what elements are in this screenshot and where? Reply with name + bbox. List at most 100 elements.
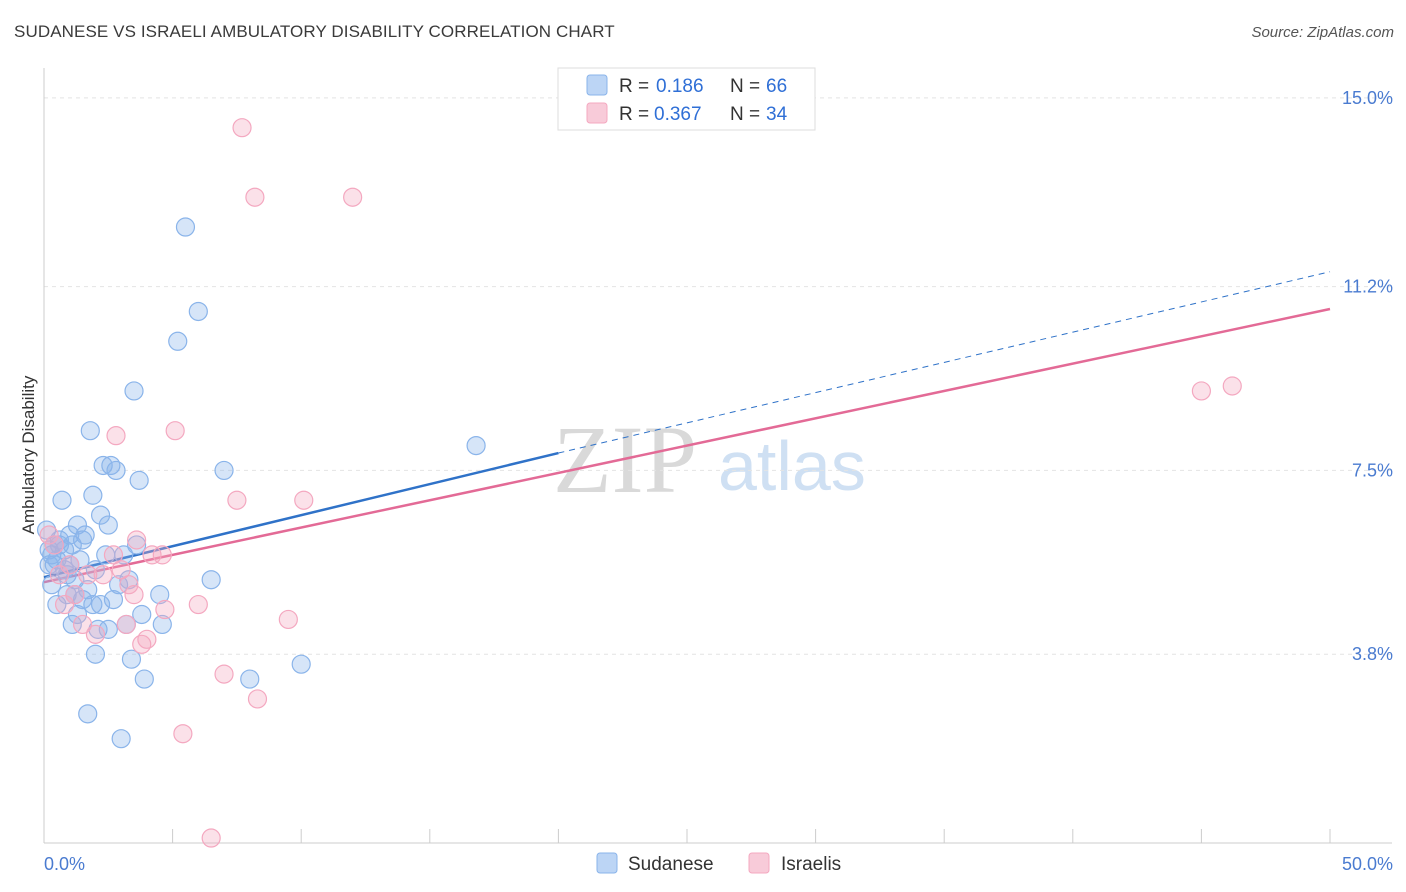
point-sudanese xyxy=(134,669,154,689)
legend-n-label-sudanese: N = xyxy=(730,76,760,97)
point-sudanese xyxy=(83,485,103,505)
point-israelis xyxy=(232,118,252,138)
bottom-legend-label-israelis: Israelis xyxy=(781,854,841,875)
point-israelis xyxy=(111,560,131,580)
point-israelis xyxy=(60,555,80,575)
x-tick-label-min: 0.0% xyxy=(44,854,85,874)
bottom-legend: Sudanese Israelis xyxy=(596,852,841,875)
bottom-legend-swatch-sudanese xyxy=(596,852,618,874)
point-sudanese xyxy=(62,614,82,635)
point-israelis xyxy=(152,545,172,565)
point-israelis xyxy=(142,545,162,565)
trend-line-israelis xyxy=(43,307,1331,584)
point-israelis xyxy=(44,535,64,555)
legend-n-value-israelis: 34 xyxy=(766,104,788,125)
point-sudanese xyxy=(83,594,103,615)
point-sudanese xyxy=(90,505,111,525)
point-israelis xyxy=(245,187,265,207)
point-sudanese xyxy=(98,619,118,639)
trend-lines xyxy=(43,271,1331,584)
tick-labels: 3.8% 7.5% 11.2% 15.0% 0.0% 50.0% xyxy=(44,88,1393,874)
point-sudanese xyxy=(152,614,172,635)
point-sudanese xyxy=(124,381,144,401)
point-israelis xyxy=(173,724,193,744)
point-sudanese xyxy=(52,490,72,510)
point-israelis xyxy=(1191,381,1212,401)
point-israelis xyxy=(54,594,75,615)
y-tick-label: 7.5% xyxy=(1352,460,1393,480)
point-sudanese xyxy=(85,644,106,664)
point-israelis xyxy=(103,545,124,565)
point-sudanese xyxy=(111,729,131,749)
legend-r-value-israelis: 0.367 xyxy=(654,104,702,125)
y-tick-label: 15.0% xyxy=(1342,88,1393,108)
trend-line-sudanese xyxy=(43,451,559,579)
legend-r-value-sudanese: 0.186 xyxy=(656,76,704,97)
point-sudanese xyxy=(36,520,57,540)
point-sudanese xyxy=(168,331,188,351)
point-sudanese xyxy=(214,460,234,481)
point-sudanese xyxy=(126,535,147,555)
point-israelis xyxy=(106,426,126,446)
point-sudanese xyxy=(188,301,208,322)
point-israelis xyxy=(155,599,175,620)
point-sudanese xyxy=(67,515,88,535)
point-sudanese xyxy=(103,589,124,610)
point-israelis xyxy=(116,614,136,635)
point-sudanese xyxy=(88,619,108,639)
point-sudanese xyxy=(98,515,118,535)
point-israelis xyxy=(247,689,268,709)
point-israelis xyxy=(343,187,363,207)
point-sudanese xyxy=(70,550,90,570)
bottom-legend-label-sudanese: Sudanese xyxy=(628,854,714,875)
point-sudanese xyxy=(72,530,93,550)
point-sudanese xyxy=(121,649,142,669)
point-sudanese xyxy=(54,540,75,560)
point-israelis xyxy=(65,585,85,605)
point-israelis xyxy=(137,629,157,649)
point-sudanese xyxy=(119,570,139,590)
point-israelis xyxy=(1222,376,1242,396)
chart-title: SUDANESE VS ISRAELI AMBULATORY DISABILIT… xyxy=(14,22,615,41)
point-sudanese xyxy=(78,704,98,724)
point-sudanese xyxy=(93,455,113,476)
point-israelis xyxy=(39,525,59,545)
y-axis-title: Ambulatory Disability xyxy=(19,375,38,534)
legend-n-value-sudanese: 66 xyxy=(766,76,787,97)
watermark-atlas: atlas xyxy=(718,427,866,505)
point-sudanese xyxy=(201,570,221,590)
point-israelis xyxy=(201,828,221,848)
point-sudanese xyxy=(44,555,64,575)
point-sudanese xyxy=(291,654,311,674)
point-sudanese xyxy=(150,585,170,605)
point-israelis xyxy=(126,530,147,550)
point-israelis xyxy=(188,594,208,615)
point-sudanese xyxy=(175,217,196,237)
point-israelis xyxy=(294,490,314,510)
point-sudanese xyxy=(108,575,129,595)
point-sudanese xyxy=(47,594,67,615)
axes xyxy=(43,68,1392,844)
point-israelis xyxy=(78,565,98,585)
point-israelis xyxy=(227,490,247,510)
legend-n-label-israelis: N = xyxy=(730,104,760,125)
point-israelis xyxy=(124,585,144,605)
trend-line-sudanese-extrapolated xyxy=(558,271,1331,454)
legend-r-label-israelis: R = xyxy=(619,104,649,125)
point-israelis xyxy=(214,664,234,684)
point-sudanese xyxy=(67,604,88,625)
point-sudanese xyxy=(129,470,149,490)
point-israelis xyxy=(278,609,298,630)
point-sudanese xyxy=(80,421,100,441)
point-sudanese xyxy=(106,460,126,481)
point-sudanese xyxy=(90,594,111,615)
point-israelis xyxy=(165,421,185,441)
point-sudanese xyxy=(75,525,95,545)
point-israelis xyxy=(49,565,70,585)
point-sudanese xyxy=(42,575,62,595)
point-israelis xyxy=(72,614,93,635)
point-israelis xyxy=(85,624,106,644)
point-israelis xyxy=(93,565,113,585)
x-tick-label-max: 50.0% xyxy=(1342,854,1393,874)
